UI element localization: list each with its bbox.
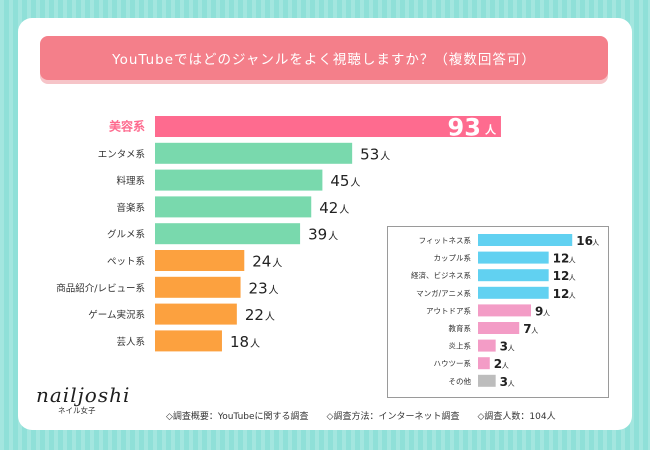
main-category-label: 芸人系 [116, 336, 145, 348]
inset-unit-label: 人 [569, 257, 576, 265]
inset-value-label: 2 [494, 357, 502, 371]
inset-bar [478, 234, 573, 246]
logo-text: nailjoshi [36, 383, 131, 407]
main-bar [155, 303, 237, 325]
main-unit-label: 人 [339, 204, 349, 216]
main-value-label: 45 [330, 172, 349, 190]
main-value-label: 39 [308, 226, 327, 244]
inset-unit-label: 人 [502, 362, 509, 370]
inset-category-label: その他 [449, 376, 472, 386]
main-category-label: エンタメ系 [98, 149, 145, 160]
inset-bar [478, 286, 549, 299]
main-category-label: 商品紹介/レビュー系 [56, 282, 145, 294]
inset-unit-label: 人 [508, 345, 515, 353]
main-value-label: 93 [448, 114, 481, 142]
inset-bar [478, 357, 490, 370]
main-value-label: 22 [245, 306, 264, 324]
main-unit-label: 人 [272, 258, 282, 270]
inset-category-label: アウトドア系 [426, 305, 471, 315]
inset-bar [478, 304, 531, 317]
inset-category-label: ハウツー系 [434, 358, 472, 368]
survey-footer: ◇調査概要：YouTubeに関する調査 ◇調査方法：インターネット調査 ◇調査人… [166, 409, 616, 422]
main-unit-label: 人 [328, 231, 338, 243]
main-category-label: ゲーム実況系 [88, 309, 145, 321]
main-unit-label: 人 [269, 284, 279, 296]
inset-category-label: 経済、ビジネス系 [411, 270, 471, 280]
inset-value-label: 16 [576, 234, 593, 248]
inset-unit-label: 人 [592, 239, 599, 247]
logo: nailjoshi ネイル女子 [36, 383, 146, 416]
main-bar [155, 250, 245, 271]
inset-value-label: 9 [535, 304, 543, 318]
inset-value-label: 3 [500, 375, 508, 389]
inset-unit-label: 人 [508, 380, 515, 388]
inset-unit-label: 人 [531, 327, 538, 335]
footer-count: ◇調査人数：104人 [477, 412, 556, 422]
inset-unit-label: 人 [569, 292, 576, 300]
main-unit-label: 人 [350, 177, 360, 189]
inset-bar [478, 322, 520, 334]
inset-category-label: カップル系 [434, 253, 472, 263]
main-unit-label: 人 [380, 150, 390, 162]
inset-category-label: 教育系 [449, 323, 472, 333]
main-category-label: 料理系 [116, 175, 145, 187]
inset-bar [478, 269, 549, 282]
main-bar [155, 196, 312, 218]
main-category-label: ペット系 [107, 257, 145, 268]
main-category-label: グルメ系 [107, 229, 145, 241]
inset-unit-label: 人 [569, 274, 576, 282]
inset-category-label: マンガ/アニメ系 [416, 288, 471, 298]
main-bar [155, 223, 301, 245]
main-value-label: 18 [230, 333, 249, 351]
inset-value-label: 12 [553, 269, 570, 283]
inset-bar [478, 374, 496, 387]
logo-subtext: ネイル女子 [58, 406, 96, 415]
main-value-label: 42 [319, 199, 338, 217]
main-value-label: 53 [360, 145, 379, 163]
inset-bar [478, 339, 496, 352]
inset-value-label: 3 [500, 340, 508, 354]
main-bar [155, 116, 501, 137]
main-unit-label: 人 [250, 338, 260, 350]
main-value-label: 24 [252, 253, 271, 271]
inset-unit-label: 人 [543, 309, 550, 317]
title-banner: YouTubeではどのジャンルをよく視聴しますか？（複数回答可） [40, 36, 608, 80]
main-bar [155, 276, 241, 298]
chart-title: YouTubeではどのジャンルをよく視聴しますか？（複数回答可） [112, 52, 536, 68]
main-category-label: 美容系 [109, 119, 145, 134]
main-unit-label: 人 [265, 311, 275, 323]
inset-value-label: 12 [553, 287, 570, 301]
main-unit-label: 人 [485, 123, 497, 137]
main-bar [155, 169, 323, 191]
footer-method: ◇調査方法：インターネット調査 [326, 412, 460, 422]
main-bar [155, 142, 353, 164]
inset-value-label: 12 [553, 252, 570, 266]
inset-category-label: フィットネス系 [419, 235, 472, 245]
main-value-label: 23 [249, 279, 268, 297]
inset-category-label: 炎上系 [449, 341, 472, 351]
main-bar [155, 330, 222, 352]
inset-value-label: 7 [523, 322, 531, 336]
inset-bar [478, 251, 549, 264]
footer-overview: ◇調査概要：YouTubeに関する調査 [166, 412, 309, 422]
main-category-label: 音楽系 [116, 202, 145, 214]
